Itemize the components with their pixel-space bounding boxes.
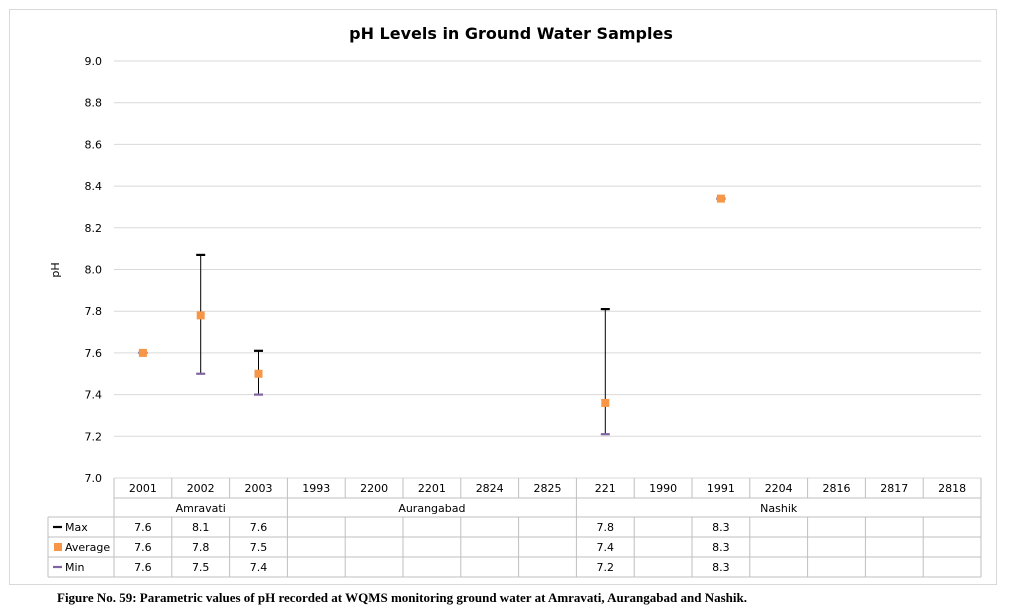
average-marker: [601, 398, 610, 407]
category-label: 2816: [823, 482, 851, 495]
average-marker: [196, 311, 205, 320]
group-label: Aurangabad: [398, 502, 465, 515]
y-tick-label: 7.2: [85, 430, 103, 443]
group-label: Nashik: [760, 502, 798, 515]
data-label: 8.1: [192, 521, 210, 534]
data-label: 7.6: [134, 521, 152, 534]
average-marker: [254, 369, 263, 378]
data-label: 7.5: [192, 561, 210, 574]
category-label: 2002: [187, 482, 215, 495]
category-label: 1991: [707, 482, 735, 495]
category-label: 2200: [360, 482, 388, 495]
data-label: 8.3: [712, 521, 730, 534]
data-label: 8.3: [712, 541, 730, 554]
data-label: 7.8: [192, 541, 210, 554]
chart-border: [9, 9, 997, 585]
category-label: 221: [595, 482, 616, 495]
category-label: 2201: [418, 482, 446, 495]
data-marks: [138, 194, 726, 436]
category-label: 2825: [534, 482, 562, 495]
y-tick-label: 7.4: [85, 389, 103, 402]
y-tick-label: 8.2: [85, 222, 103, 235]
group-label: Amravati: [176, 502, 226, 515]
data-label: 7.6: [134, 561, 152, 574]
data-label: 7.2: [597, 561, 615, 574]
category-label: 2003: [245, 482, 273, 495]
category-label: 1993: [302, 482, 330, 495]
legend-entry: Average: [65, 541, 110, 554]
y-axis-label: pH: [49, 262, 62, 277]
y-tick-label: 8.6: [85, 138, 103, 151]
legend-entry: Max: [65, 521, 88, 534]
category-label: 2824: [476, 482, 504, 495]
y-tick-label: 9.0: [85, 55, 103, 68]
chart-title: pH Levels in Ground Water Samples: [349, 24, 673, 43]
y-tick-label: 8.0: [85, 264, 103, 277]
category-label: 2817: [880, 482, 908, 495]
legend-key: [54, 543, 62, 551]
average-marker: [138, 348, 147, 357]
category-label: 2818: [938, 482, 966, 495]
figure-caption: Figure No. 59: Parametric values of pH r…: [57, 590, 747, 605]
category-label: 2001: [129, 482, 157, 495]
y-tick-labels: 7.0 7.2 7.4 7.6 7.8 8.0 8.2 8.4 8.6 8.8 9.0: [85, 55, 103, 485]
y-tick-label: 8.4: [85, 180, 103, 193]
data-label: 7.5: [250, 541, 268, 554]
data-label: 7.4: [250, 561, 268, 574]
y-tick-label: 7.0: [85, 472, 103, 485]
data-label: 7.6: [134, 541, 152, 554]
data-label: 7.4: [597, 541, 615, 554]
data-table: 2001 2002 2003 1993 2200 2201 2824 2825 221 1990 1…: [47, 478, 982, 578]
data-label: 7.8: [597, 521, 615, 534]
y-tick-label: 8.8: [85, 97, 103, 110]
data-label: 7.6: [250, 521, 268, 534]
legend-entry: Min: [65, 561, 85, 574]
gridlines: [114, 60, 981, 479]
category-label: 2204: [765, 482, 793, 495]
average-marker: [716, 194, 725, 203]
y-tick-label: 7.8: [85, 305, 103, 318]
category-label: 1990: [649, 482, 677, 495]
data-label: 8.3: [712, 561, 730, 574]
y-tick-label: 7.6: [85, 347, 103, 360]
